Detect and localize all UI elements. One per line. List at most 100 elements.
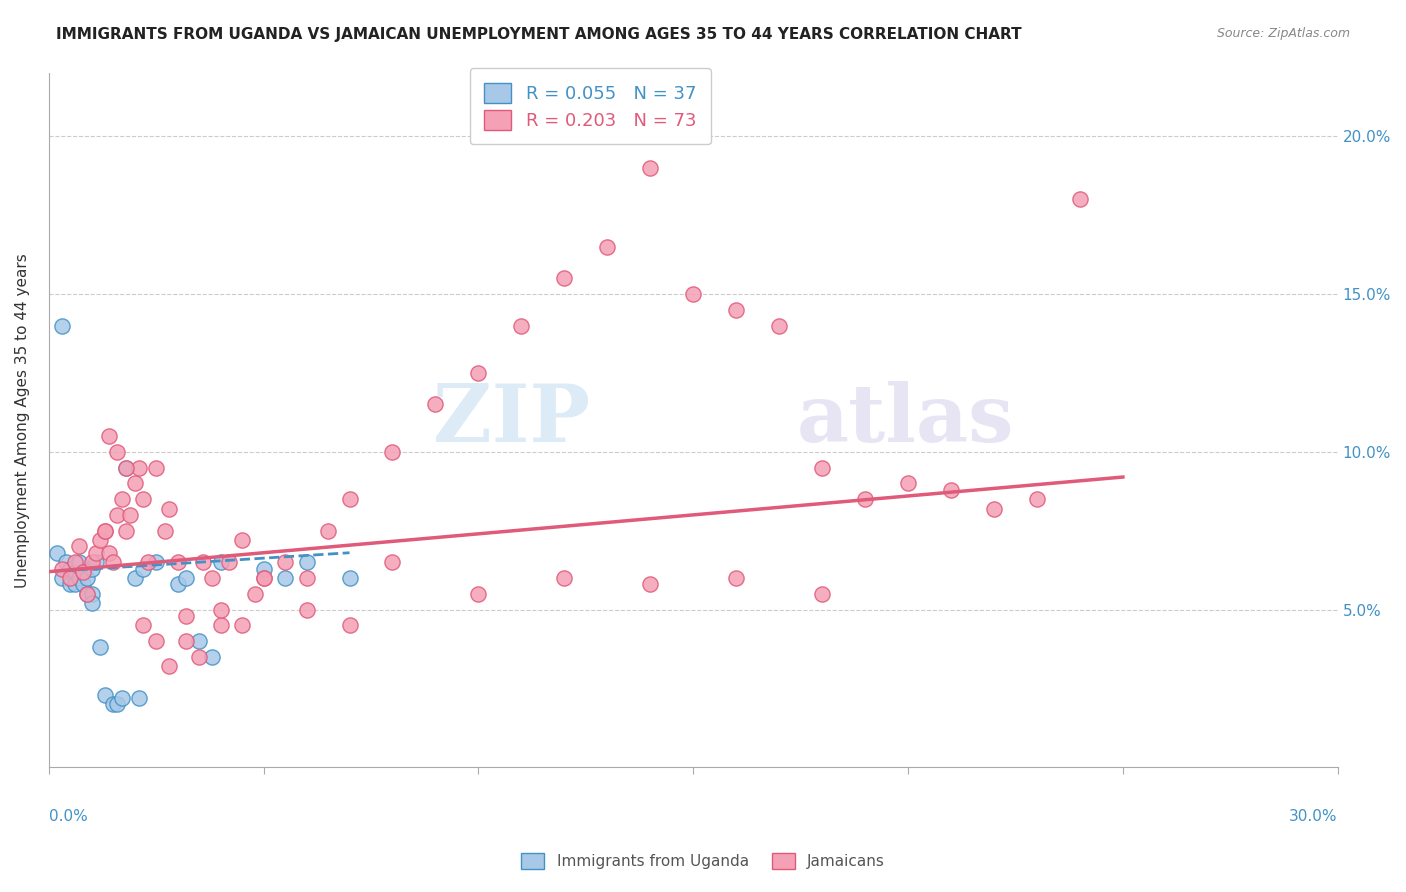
Point (80, 587, 103, 601)
Point (201, 649, 224, 664)
Point (166, 555, 188, 569)
Point (188, 634, 211, 648)
Point (682, 287, 704, 301)
Point (166, 577, 188, 591)
Point (510, 318, 533, 333)
Point (295, 571, 318, 585)
Point (145, 555, 167, 569)
Point (596, 240, 619, 254)
Legend: R = 0.055   N = 37, R = 0.203   N = 73: R = 0.055 N = 37, R = 0.203 N = 73 (470, 69, 710, 145)
Point (339, 618, 361, 632)
Point (67, 540, 90, 554)
Point (381, 444, 404, 458)
Point (115, 460, 138, 475)
Point (725, 302, 748, 317)
Point (811, 587, 834, 601)
Point (124, 476, 146, 491)
Point (80, 561, 103, 575)
Point (425, 397, 447, 411)
Point (84, 555, 107, 569)
Point (63, 565, 86, 579)
Point (63, 577, 86, 591)
Point (174, 634, 197, 648)
Point (120, 508, 142, 522)
Point (316, 524, 339, 538)
Point (59, 571, 82, 585)
Point (115, 460, 138, 475)
Text: ZIP: ZIP (433, 381, 591, 459)
Point (768, 318, 790, 333)
Point (46, 546, 69, 560)
Point (939, 483, 962, 497)
Point (132, 561, 155, 575)
Point (339, 571, 361, 585)
Point (107, 508, 129, 522)
Point (76, 587, 98, 601)
Point (97, 429, 120, 443)
Point (111, 690, 134, 705)
Point (72, 577, 94, 591)
Text: 0.0%: 0.0% (49, 809, 87, 824)
Point (157, 659, 180, 673)
Point (897, 476, 920, 491)
Point (145, 460, 167, 475)
Point (295, 602, 318, 616)
Point (252, 571, 274, 585)
Point (80, 596, 103, 610)
Point (853, 492, 876, 507)
Point (76, 571, 98, 585)
Point (209, 618, 232, 632)
Point (128, 690, 150, 705)
Point (218, 555, 240, 569)
Point (252, 571, 274, 585)
Point (124, 571, 146, 585)
Point (640, 577, 662, 591)
Point (188, 649, 211, 664)
Point (59, 561, 82, 575)
Point (983, 501, 1005, 516)
Point (640, 161, 662, 175)
Point (381, 555, 404, 569)
Point (157, 501, 180, 516)
Point (274, 571, 297, 585)
Point (51, 318, 73, 333)
Point (553, 571, 575, 585)
Point (136, 555, 159, 569)
Point (115, 524, 138, 538)
Point (107, 697, 129, 711)
Point (80, 555, 103, 569)
Point (243, 587, 266, 601)
Point (1026, 492, 1049, 507)
Point (76, 587, 98, 601)
Point (725, 571, 748, 585)
Text: 30.0%: 30.0% (1289, 809, 1337, 824)
Point (201, 571, 224, 585)
Point (89, 533, 111, 548)
Point (67, 555, 90, 569)
Point (72, 565, 94, 579)
Point (93, 524, 115, 538)
Point (97, 546, 120, 560)
Point (209, 555, 232, 569)
Y-axis label: Unemployment Among Ages 35 to 44 years: Unemployment Among Ages 35 to 44 years (15, 252, 30, 588)
Point (339, 492, 361, 507)
Point (295, 555, 318, 569)
Point (1069, 193, 1091, 207)
Point (84, 546, 107, 560)
Point (174, 571, 197, 585)
Point (103, 697, 125, 711)
Point (231, 618, 253, 632)
Point (193, 555, 215, 569)
Point (811, 460, 834, 475)
Point (111, 492, 134, 507)
Point (59, 577, 82, 591)
Point (209, 602, 232, 616)
Legend: Immigrants from Uganda, Jamaicans: Immigrants from Uganda, Jamaicans (515, 847, 891, 875)
Text: atlas: atlas (796, 381, 1014, 459)
Text: Source: ZipAtlas.com: Source: ZipAtlas.com (1216, 27, 1350, 40)
Point (145, 634, 167, 648)
Point (93, 524, 115, 538)
Point (128, 460, 150, 475)
Point (55, 555, 77, 569)
Point (132, 492, 155, 507)
